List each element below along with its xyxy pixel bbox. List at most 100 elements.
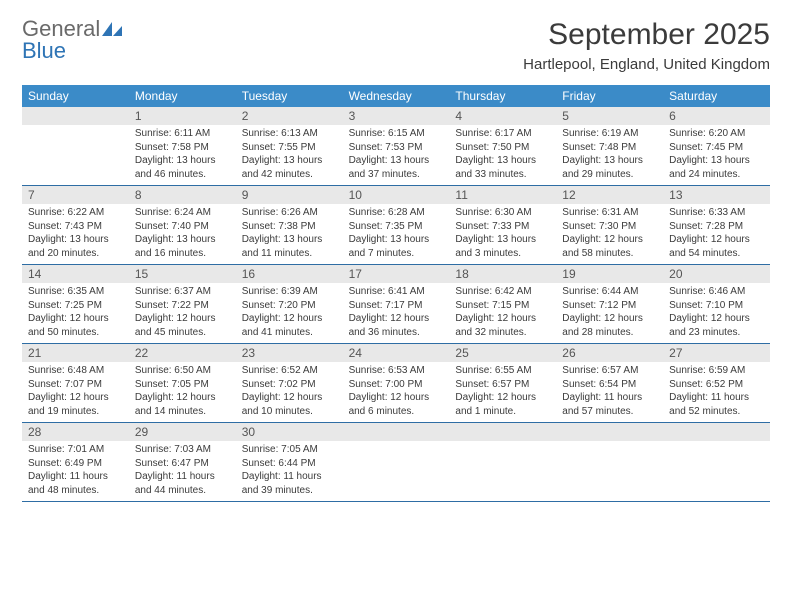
sunrise-line: Sunrise: 6:50 AM bbox=[135, 364, 230, 378]
day-cell: 1Sunrise: 6:11 AMSunset: 7:58 PMDaylight… bbox=[129, 107, 236, 185]
day-cell: 18Sunrise: 6:42 AMSunset: 7:15 PMDayligh… bbox=[449, 265, 556, 343]
weekday-header: Friday bbox=[556, 85, 663, 107]
sunrise-line: Sunrise: 6:55 AM bbox=[455, 364, 550, 378]
sunset-line: Sunset: 7:25 PM bbox=[28, 299, 123, 313]
weekday-header: Tuesday bbox=[236, 85, 343, 107]
day-cell: 19Sunrise: 6:44 AMSunset: 7:12 PMDayligh… bbox=[556, 265, 663, 343]
daylight-line: Daylight: 13 hours and 16 minutes. bbox=[135, 233, 230, 260]
day-content: Sunrise: 6:48 AMSunset: 7:07 PMDaylight:… bbox=[22, 362, 129, 422]
sunset-line: Sunset: 7:28 PM bbox=[669, 220, 764, 234]
sunrise-line: Sunrise: 6:44 AM bbox=[562, 285, 657, 299]
day-cell: 20Sunrise: 6:46 AMSunset: 7:10 PMDayligh… bbox=[663, 265, 770, 343]
daylight-line: Daylight: 13 hours and 11 minutes. bbox=[242, 233, 337, 260]
day-content: Sunrise: 7:05 AMSunset: 6:44 PMDaylight:… bbox=[236, 441, 343, 501]
sunrise-line: Sunrise: 6:35 AM bbox=[28, 285, 123, 299]
daylight-line: Daylight: 13 hours and 29 minutes. bbox=[562, 154, 657, 181]
empty-day-header bbox=[556, 423, 663, 441]
sunset-line: Sunset: 7:38 PM bbox=[242, 220, 337, 234]
day-cell: 23Sunrise: 6:52 AMSunset: 7:02 PMDayligh… bbox=[236, 344, 343, 422]
calendar-body: 1Sunrise: 6:11 AMSunset: 7:58 PMDaylight… bbox=[22, 107, 770, 502]
empty-day-header bbox=[343, 423, 450, 441]
daylight-line: Daylight: 13 hours and 20 minutes. bbox=[28, 233, 123, 260]
day-cell: 16Sunrise: 6:39 AMSunset: 7:20 PMDayligh… bbox=[236, 265, 343, 343]
sunset-line: Sunset: 7:48 PM bbox=[562, 141, 657, 155]
day-cell: 17Sunrise: 6:41 AMSunset: 7:17 PMDayligh… bbox=[343, 265, 450, 343]
day-number: 20 bbox=[663, 265, 770, 283]
logo: General Blue bbox=[22, 18, 124, 62]
sunset-line: Sunset: 6:49 PM bbox=[28, 457, 123, 471]
logo-text-block: General Blue bbox=[22, 18, 124, 62]
day-cell bbox=[449, 423, 556, 501]
day-content: Sunrise: 6:57 AMSunset: 6:54 PMDaylight:… bbox=[556, 362, 663, 422]
day-number: 18 bbox=[449, 265, 556, 283]
day-cell: 30Sunrise: 7:05 AMSunset: 6:44 PMDayligh… bbox=[236, 423, 343, 501]
day-number: 13 bbox=[663, 186, 770, 204]
sunrise-line: Sunrise: 6:41 AM bbox=[349, 285, 444, 299]
sunrise-line: Sunrise: 6:19 AM bbox=[562, 127, 657, 141]
day-cell: 6Sunrise: 6:20 AMSunset: 7:45 PMDaylight… bbox=[663, 107, 770, 185]
day-cell: 25Sunrise: 6:55 AMSunset: 6:57 PMDayligh… bbox=[449, 344, 556, 422]
day-cell: 7Sunrise: 6:22 AMSunset: 7:43 PMDaylight… bbox=[22, 186, 129, 264]
day-cell: 10Sunrise: 6:28 AMSunset: 7:35 PMDayligh… bbox=[343, 186, 450, 264]
sunset-line: Sunset: 7:12 PM bbox=[562, 299, 657, 313]
sunrise-line: Sunrise: 6:17 AM bbox=[455, 127, 550, 141]
day-content: Sunrise: 7:03 AMSunset: 6:47 PMDaylight:… bbox=[129, 441, 236, 501]
sunrise-line: Sunrise: 6:22 AM bbox=[28, 206, 123, 220]
day-cell: 26Sunrise: 6:57 AMSunset: 6:54 PMDayligh… bbox=[556, 344, 663, 422]
day-content: Sunrise: 6:35 AMSunset: 7:25 PMDaylight:… bbox=[22, 283, 129, 343]
sunset-line: Sunset: 7:22 PM bbox=[135, 299, 230, 313]
daylight-line: Daylight: 11 hours and 57 minutes. bbox=[562, 391, 657, 418]
daylight-line: Daylight: 11 hours and 39 minutes. bbox=[242, 470, 337, 497]
daylight-line: Daylight: 11 hours and 48 minutes. bbox=[28, 470, 123, 497]
daylight-line: Daylight: 13 hours and 33 minutes. bbox=[455, 154, 550, 181]
day-cell: 22Sunrise: 6:50 AMSunset: 7:05 PMDayligh… bbox=[129, 344, 236, 422]
day-cell: 24Sunrise: 6:53 AMSunset: 7:00 PMDayligh… bbox=[343, 344, 450, 422]
day-content: Sunrise: 6:37 AMSunset: 7:22 PMDaylight:… bbox=[129, 283, 236, 343]
day-number: 30 bbox=[236, 423, 343, 441]
sunset-line: Sunset: 6:57 PM bbox=[455, 378, 550, 392]
day-content: Sunrise: 6:33 AMSunset: 7:28 PMDaylight:… bbox=[663, 204, 770, 264]
daylight-line: Daylight: 13 hours and 7 minutes. bbox=[349, 233, 444, 260]
month-title: September 2025 bbox=[523, 18, 770, 52]
empty-day-header bbox=[663, 423, 770, 441]
daylight-line: Daylight: 12 hours and 1 minute. bbox=[455, 391, 550, 418]
daylight-line: Daylight: 12 hours and 36 minutes. bbox=[349, 312, 444, 339]
sunset-line: Sunset: 7:35 PM bbox=[349, 220, 444, 234]
day-content: Sunrise: 6:41 AMSunset: 7:17 PMDaylight:… bbox=[343, 283, 450, 343]
sunset-line: Sunset: 6:54 PM bbox=[562, 378, 657, 392]
day-cell: 9Sunrise: 6:26 AMSunset: 7:38 PMDaylight… bbox=[236, 186, 343, 264]
daylight-line: Daylight: 12 hours and 54 minutes. bbox=[669, 233, 764, 260]
day-number: 11 bbox=[449, 186, 556, 204]
header: General Blue September 2025 Hartlepool, … bbox=[22, 18, 770, 73]
daylight-line: Daylight: 12 hours and 6 minutes. bbox=[349, 391, 444, 418]
sunset-line: Sunset: 7:20 PM bbox=[242, 299, 337, 313]
day-content: Sunrise: 6:55 AMSunset: 6:57 PMDaylight:… bbox=[449, 362, 556, 422]
sunset-line: Sunset: 7:17 PM bbox=[349, 299, 444, 313]
daylight-line: Daylight: 12 hours and 14 minutes. bbox=[135, 391, 230, 418]
day-cell: 13Sunrise: 6:33 AMSunset: 7:28 PMDayligh… bbox=[663, 186, 770, 264]
daylight-line: Daylight: 12 hours and 50 minutes. bbox=[28, 312, 123, 339]
day-cell bbox=[663, 423, 770, 501]
sunset-line: Sunset: 7:43 PM bbox=[28, 220, 123, 234]
sunset-line: Sunset: 7:45 PM bbox=[669, 141, 764, 155]
day-number: 10 bbox=[343, 186, 450, 204]
sunrise-line: Sunrise: 6:46 AM bbox=[669, 285, 764, 299]
day-number: 4 bbox=[449, 107, 556, 125]
sunrise-line: Sunrise: 6:15 AM bbox=[349, 127, 444, 141]
day-number: 5 bbox=[556, 107, 663, 125]
weekday-row: SundayMondayTuesdayWednesdayThursdayFrid… bbox=[22, 85, 770, 107]
sunset-line: Sunset: 7:02 PM bbox=[242, 378, 337, 392]
sunrise-line: Sunrise: 6:53 AM bbox=[349, 364, 444, 378]
daylight-line: Daylight: 13 hours and 3 minutes. bbox=[455, 233, 550, 260]
week-row: 14Sunrise: 6:35 AMSunset: 7:25 PMDayligh… bbox=[22, 265, 770, 344]
day-content: Sunrise: 6:59 AMSunset: 6:52 PMDaylight:… bbox=[663, 362, 770, 422]
day-cell: 14Sunrise: 6:35 AMSunset: 7:25 PMDayligh… bbox=[22, 265, 129, 343]
day-cell: 2Sunrise: 6:13 AMSunset: 7:55 PMDaylight… bbox=[236, 107, 343, 185]
sunset-line: Sunset: 6:52 PM bbox=[669, 378, 764, 392]
sunrise-line: Sunrise: 6:52 AM bbox=[242, 364, 337, 378]
day-number: 9 bbox=[236, 186, 343, 204]
day-number: 19 bbox=[556, 265, 663, 283]
daylight-line: Daylight: 13 hours and 46 minutes. bbox=[135, 154, 230, 181]
day-number: 29 bbox=[129, 423, 236, 441]
sunset-line: Sunset: 6:44 PM bbox=[242, 457, 337, 471]
